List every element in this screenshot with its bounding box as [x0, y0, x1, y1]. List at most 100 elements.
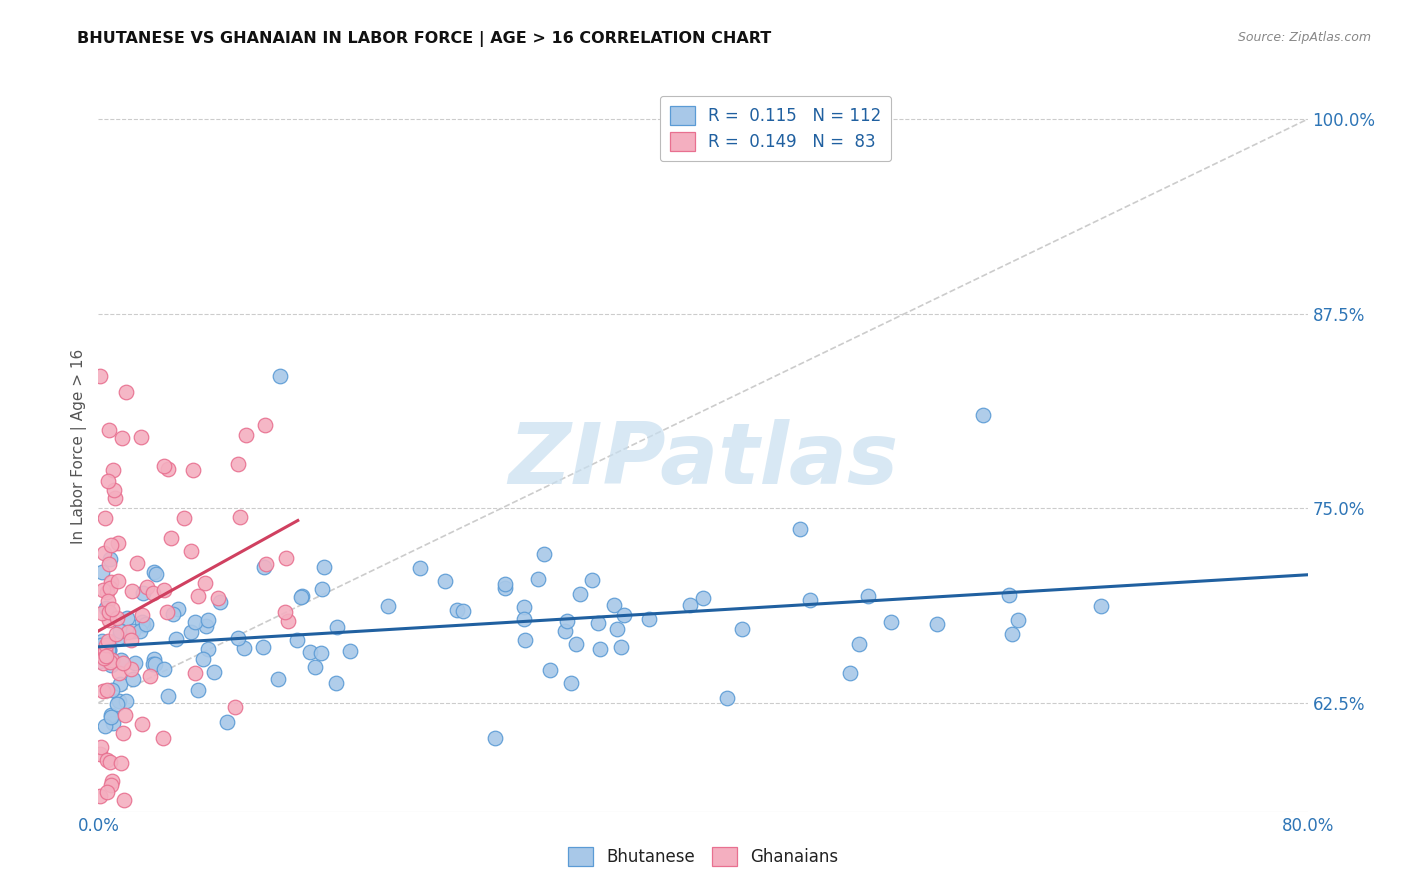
Point: [1090, 599, 1112, 614]
Point: [581, 573, 603, 587]
Point: [120, 662, 142, 676]
Point: [89, 747, 111, 761]
Point: [253, 559, 276, 574]
Point: [606, 623, 628, 637]
Point: [101, 601, 124, 615]
Point: [121, 672, 143, 686]
Point: [515, 632, 537, 647]
Point: [142, 586, 165, 600]
Point: [131, 615, 153, 630]
Point: [494, 581, 516, 595]
Point: [139, 668, 162, 682]
Point: [267, 672, 290, 686]
Y-axis label: In Labor Force | Age > 16: In Labor Force | Age > 16: [72, 349, 87, 543]
Point: [997, 589, 1019, 603]
Point: [101, 653, 124, 667]
Point: [143, 657, 166, 672]
Point: [90, 646, 112, 660]
Point: [716, 691, 738, 706]
Point: [679, 598, 702, 612]
Point: [692, 591, 714, 605]
Point: [97, 633, 120, 648]
Point: [568, 587, 591, 601]
Point: [180, 624, 202, 639]
Point: [89, 648, 111, 663]
Point: [91, 684, 114, 698]
Point: [89, 368, 111, 383]
Point: [325, 676, 347, 690]
Point: [409, 561, 432, 575]
Point: [96, 639, 118, 653]
Point: [93, 651, 115, 665]
Point: [108, 630, 131, 644]
Point: [880, 615, 903, 629]
Point: [312, 559, 335, 574]
Point: [799, 592, 821, 607]
Point: [235, 428, 257, 442]
Point: [97, 643, 120, 657]
Point: [377, 599, 399, 614]
Point: [115, 384, 138, 399]
Point: [100, 710, 122, 724]
Point: [110, 677, 132, 691]
Point: [89, 789, 111, 804]
Point: [446, 603, 468, 617]
Point: [98, 581, 121, 595]
Point: [97, 593, 120, 607]
Point: [96, 648, 118, 663]
Point: [98, 558, 121, 572]
Point: [111, 656, 134, 670]
Point: [108, 694, 131, 708]
Point: [731, 622, 754, 636]
Point: [135, 616, 157, 631]
Point: [107, 574, 129, 588]
Point: [120, 632, 142, 647]
Point: [925, 617, 948, 632]
Point: [972, 408, 994, 422]
Point: [202, 665, 225, 680]
Point: [127, 556, 149, 570]
Point: [110, 624, 132, 638]
Point: [105, 610, 128, 624]
Point: [96, 682, 118, 697]
Point: [156, 605, 179, 619]
Legend: R =  0.115   N = 112, R =  0.149   N =  83: R = 0.115 N = 112, R = 0.149 N = 83: [659, 96, 891, 161]
Point: [311, 582, 333, 596]
Point: [560, 675, 582, 690]
Point: [290, 590, 312, 604]
Point: [194, 575, 217, 590]
Point: [112, 726, 135, 740]
Point: [100, 574, 122, 589]
Point: [273, 605, 295, 619]
Point: [157, 689, 180, 703]
Point: [197, 613, 219, 627]
Point: [299, 645, 322, 659]
Point: [100, 708, 122, 723]
Point: [180, 544, 202, 558]
Point: [114, 707, 136, 722]
Point: [121, 584, 143, 599]
Point: [107, 536, 129, 550]
Point: [91, 657, 114, 671]
Point: [97, 605, 120, 619]
Point: [94, 511, 117, 525]
Point: [115, 611, 138, 625]
Point: [311, 646, 333, 660]
Point: [101, 463, 124, 477]
Point: [208, 595, 231, 609]
Point: [152, 731, 174, 745]
Point: [100, 778, 122, 792]
Point: [191, 652, 214, 666]
Point: [276, 551, 298, 566]
Point: [184, 665, 207, 680]
Point: [97, 475, 120, 489]
Point: [215, 714, 238, 729]
Point: [183, 615, 205, 629]
Point: [93, 546, 115, 560]
Point: [105, 626, 128, 640]
Point: [226, 631, 249, 645]
Point: [90, 740, 112, 755]
Point: [285, 633, 308, 648]
Point: [613, 607, 636, 622]
Point: [494, 577, 516, 591]
